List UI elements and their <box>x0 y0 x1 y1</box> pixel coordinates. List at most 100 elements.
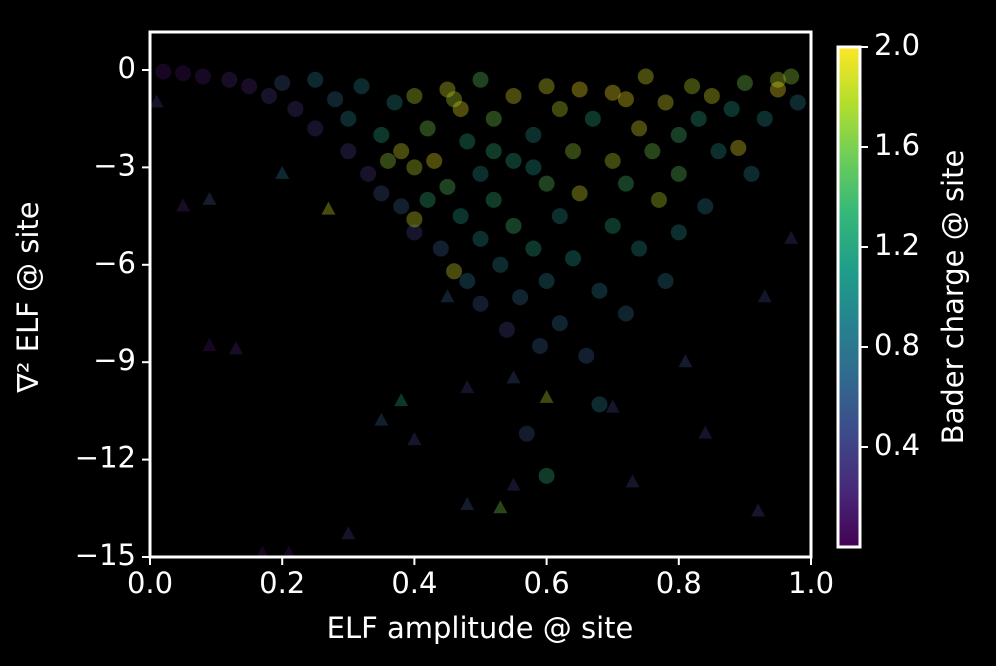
circle-point <box>194 68 211 85</box>
triangle-point <box>460 497 475 511</box>
triangle-point <box>341 526 356 540</box>
x-tick-label: 0.8 <box>656 566 702 600</box>
circle-point <box>472 230 489 247</box>
circle-point <box>525 159 542 176</box>
colorbar <box>836 45 862 549</box>
circle-point <box>617 91 634 108</box>
circle-point <box>637 68 654 85</box>
circle-point <box>670 165 687 182</box>
colorbar-label: Bader charge @ site <box>936 150 970 445</box>
y-tick-label: −12 <box>75 441 136 475</box>
circle-point <box>538 273 555 290</box>
circle-point <box>439 178 456 195</box>
circle-point <box>697 198 714 215</box>
circle-point <box>789 94 806 111</box>
circle-point <box>591 396 608 413</box>
circle-point <box>657 94 674 111</box>
circle-point <box>393 198 410 215</box>
circle-point <box>241 78 258 95</box>
circle-point <box>485 110 502 127</box>
circle-point <box>498 321 515 338</box>
triangle-point <box>149 94 164 108</box>
y-tick-label: 0 <box>118 51 136 85</box>
circle-point <box>472 71 489 88</box>
circle-point <box>446 91 463 108</box>
circle-point <box>591 282 608 299</box>
x-tick-label: 0.0 <box>127 566 173 600</box>
colorbar-tick-label: 1.6 <box>874 128 920 162</box>
triangle-point <box>784 230 799 244</box>
circle-point <box>307 71 324 88</box>
circle-point <box>386 94 403 111</box>
circle-point <box>452 208 469 225</box>
circle-point <box>644 143 661 160</box>
circle-point <box>670 126 687 143</box>
circle-point <box>406 87 423 104</box>
circle-point <box>565 250 582 267</box>
circle-point <box>452 100 469 117</box>
x-tick-label: 1.0 <box>788 566 834 600</box>
triangle-point <box>394 393 409 407</box>
circle-point <box>505 152 522 169</box>
circle-point <box>670 224 687 241</box>
circle-point <box>617 175 634 192</box>
circle-point <box>783 68 800 85</box>
circle-point <box>769 81 786 98</box>
circle-point <box>657 273 674 290</box>
circle-point <box>505 217 522 234</box>
colorbar-tick-label: 2.0 <box>874 28 920 62</box>
triangle-point <box>751 503 766 517</box>
circle-point <box>571 81 588 98</box>
circle-point <box>485 191 502 208</box>
circle-point <box>703 87 720 104</box>
circle-point <box>406 159 423 176</box>
circle-point <box>175 65 192 82</box>
circle-point <box>360 165 377 182</box>
circle-point <box>584 110 601 127</box>
circle-point <box>525 126 542 143</box>
circle-point <box>604 84 621 101</box>
circle-point <box>743 165 760 182</box>
triangle-point <box>506 477 521 491</box>
circle-point <box>287 100 304 117</box>
circle-point <box>439 81 456 98</box>
circle-point <box>419 191 436 208</box>
circle-point <box>617 305 634 322</box>
colorbar-tick-label: 0.8 <box>874 328 920 362</box>
circle-point <box>690 110 707 127</box>
circle-point <box>531 337 548 354</box>
circle-point <box>307 120 324 137</box>
circle-point <box>459 273 476 290</box>
triangle-point <box>440 289 455 303</box>
circle-point <box>472 165 489 182</box>
circle-point <box>373 185 390 202</box>
circle-point <box>538 467 555 484</box>
circle-point <box>769 71 786 88</box>
y-tick-label: −6 <box>93 246 136 280</box>
circle-point <box>551 208 568 225</box>
y-tick-label: −15 <box>75 538 136 572</box>
circle-point <box>155 63 172 80</box>
circle-point <box>327 91 344 108</box>
x-tick-label: 0.4 <box>391 566 437 600</box>
points <box>149 63 806 559</box>
x-axis-label: ELF amplitude @ site <box>327 611 634 645</box>
triangle-point <box>202 191 217 205</box>
circle-point <box>274 74 291 91</box>
y-tick-label: −3 <box>93 148 136 182</box>
triangle-point <box>176 198 191 212</box>
circle-point <box>650 191 667 208</box>
triangle-point <box>493 500 508 514</box>
circle-point <box>373 126 390 143</box>
circle-point <box>340 143 357 160</box>
x-tick-label: 0.2 <box>259 566 305 600</box>
circle-point <box>485 143 502 160</box>
circle-point <box>710 143 727 160</box>
plot-frame <box>148 30 813 559</box>
circle-point <box>631 120 648 137</box>
circle-point <box>406 211 423 228</box>
circle-point <box>446 263 463 280</box>
